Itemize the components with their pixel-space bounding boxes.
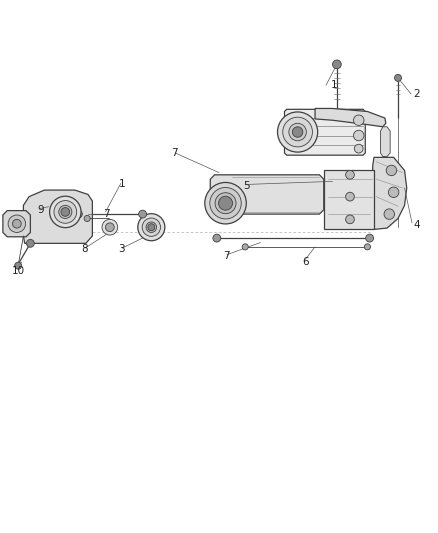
Circle shape xyxy=(354,144,363,153)
Polygon shape xyxy=(3,211,30,237)
Circle shape xyxy=(12,220,21,228)
Text: 5: 5 xyxy=(243,181,250,191)
Polygon shape xyxy=(381,127,390,157)
Circle shape xyxy=(346,192,354,201)
Circle shape xyxy=(26,239,34,247)
Circle shape xyxy=(395,75,402,82)
Circle shape xyxy=(74,210,82,218)
Ellipse shape xyxy=(102,220,118,235)
Circle shape xyxy=(61,207,70,216)
Circle shape xyxy=(364,244,371,250)
Circle shape xyxy=(384,209,395,220)
Polygon shape xyxy=(315,108,386,127)
Ellipse shape xyxy=(278,112,318,152)
Polygon shape xyxy=(23,190,92,244)
Ellipse shape xyxy=(289,123,306,141)
Ellipse shape xyxy=(54,200,77,223)
Ellipse shape xyxy=(215,193,236,214)
Ellipse shape xyxy=(142,218,160,236)
Polygon shape xyxy=(324,171,374,229)
Ellipse shape xyxy=(138,214,165,241)
Circle shape xyxy=(353,130,364,141)
Circle shape xyxy=(8,215,25,232)
Polygon shape xyxy=(210,175,324,214)
Polygon shape xyxy=(373,157,407,229)
Circle shape xyxy=(346,215,354,224)
Ellipse shape xyxy=(210,188,241,219)
Text: 2: 2 xyxy=(413,89,420,99)
Circle shape xyxy=(292,127,303,138)
Circle shape xyxy=(213,234,221,242)
Circle shape xyxy=(386,165,397,176)
Text: 7: 7 xyxy=(171,148,177,158)
Ellipse shape xyxy=(283,117,312,147)
Text: 3: 3 xyxy=(119,244,125,254)
Circle shape xyxy=(353,115,364,125)
Circle shape xyxy=(389,187,399,198)
Circle shape xyxy=(346,171,354,179)
Text: 10: 10 xyxy=(12,266,25,276)
Circle shape xyxy=(139,210,147,218)
Circle shape xyxy=(219,196,233,210)
Circle shape xyxy=(14,262,21,269)
Text: 6: 6 xyxy=(302,257,309,267)
Text: 7: 7 xyxy=(103,209,110,219)
Circle shape xyxy=(106,223,114,231)
Ellipse shape xyxy=(49,196,81,228)
Circle shape xyxy=(332,60,341,69)
Text: 4: 4 xyxy=(413,220,420,230)
Text: 7: 7 xyxy=(223,251,230,261)
Text: 9: 9 xyxy=(38,205,44,215)
Circle shape xyxy=(84,215,90,222)
Circle shape xyxy=(366,234,374,242)
Text: 8: 8 xyxy=(81,244,88,254)
Ellipse shape xyxy=(146,222,156,232)
Polygon shape xyxy=(285,109,365,155)
Circle shape xyxy=(242,244,248,250)
Text: 1: 1 xyxy=(119,179,125,189)
Text: 1: 1 xyxy=(330,80,337,90)
Ellipse shape xyxy=(205,182,246,224)
Ellipse shape xyxy=(59,205,72,219)
Circle shape xyxy=(148,224,155,231)
